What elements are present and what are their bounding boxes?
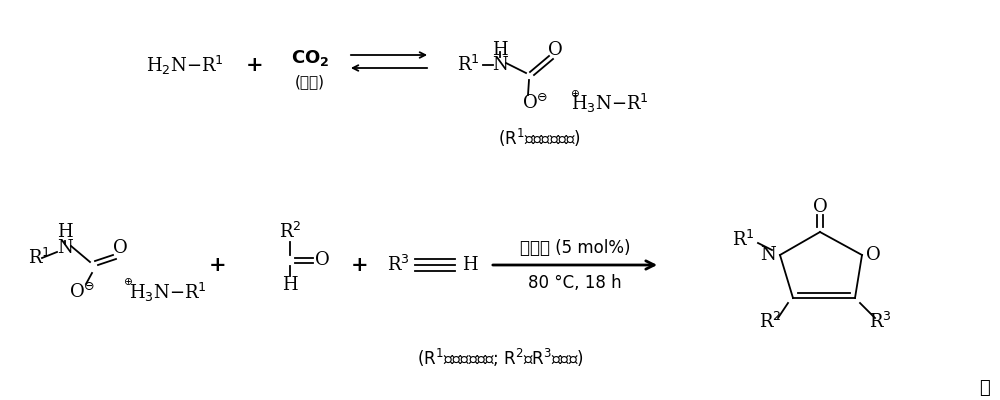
Text: O$^{\ominus}$: O$^{\ominus}$ bbox=[69, 282, 95, 302]
Text: $\mathbf{CO_2}$: $\mathbf{CO_2}$ bbox=[291, 48, 329, 68]
Text: R$^2$: R$^2$ bbox=[279, 222, 301, 242]
Text: H: H bbox=[462, 256, 478, 274]
Text: O: O bbox=[548, 41, 562, 59]
Text: O: O bbox=[113, 239, 127, 257]
Text: O$^{\ominus}$: O$^{\ominus}$ bbox=[522, 93, 548, 113]
Text: 80 °C, 18 h: 80 °C, 18 h bbox=[528, 274, 622, 292]
Text: H: H bbox=[492, 41, 508, 59]
Text: O: O bbox=[315, 251, 329, 269]
Text: R$^1$: R$^1$ bbox=[28, 248, 51, 268]
Text: (气球): (气球) bbox=[295, 74, 325, 90]
Text: H$_3$N$-$R$^1$: H$_3$N$-$R$^1$ bbox=[129, 280, 207, 304]
Text: H: H bbox=[57, 223, 73, 241]
Text: H$_3$N$-$R$^1$: H$_3$N$-$R$^1$ bbox=[571, 92, 649, 114]
Text: R$^3$: R$^3$ bbox=[387, 255, 409, 275]
Text: (R$^1$为烷基、芳基): (R$^1$为烷基、芳基) bbox=[498, 127, 582, 149]
Text: R$^1$: R$^1$ bbox=[457, 55, 480, 75]
Text: N: N bbox=[57, 239, 73, 257]
Text: R$^1$: R$^1$ bbox=[732, 230, 755, 250]
Text: 。: 。 bbox=[980, 379, 990, 397]
Text: +: + bbox=[351, 255, 369, 275]
Text: R$^2$: R$^2$ bbox=[759, 312, 781, 332]
Text: $^{\oplus}$: $^{\oplus}$ bbox=[570, 90, 580, 104]
Text: R$^3$: R$^3$ bbox=[869, 312, 891, 332]
Text: 催化剂 (5 mol%): 催化剂 (5 mol%) bbox=[520, 239, 630, 257]
Text: N: N bbox=[492, 56, 508, 74]
Text: $^{\oplus}$: $^{\oplus}$ bbox=[123, 278, 133, 292]
Text: O: O bbox=[813, 198, 827, 216]
Text: H$_2$N$-$R$^1$: H$_2$N$-$R$^1$ bbox=[146, 54, 224, 76]
Text: N: N bbox=[760, 246, 776, 264]
Text: (R$^1$为烷基、芳基; R$^2$、R$^3$为芳基): (R$^1$为烷基、芳基; R$^2$、R$^3$为芳基) bbox=[417, 347, 583, 369]
Text: O: O bbox=[866, 246, 881, 264]
Text: +: + bbox=[246, 55, 264, 75]
Text: +: + bbox=[209, 255, 227, 275]
Text: H: H bbox=[282, 276, 298, 294]
